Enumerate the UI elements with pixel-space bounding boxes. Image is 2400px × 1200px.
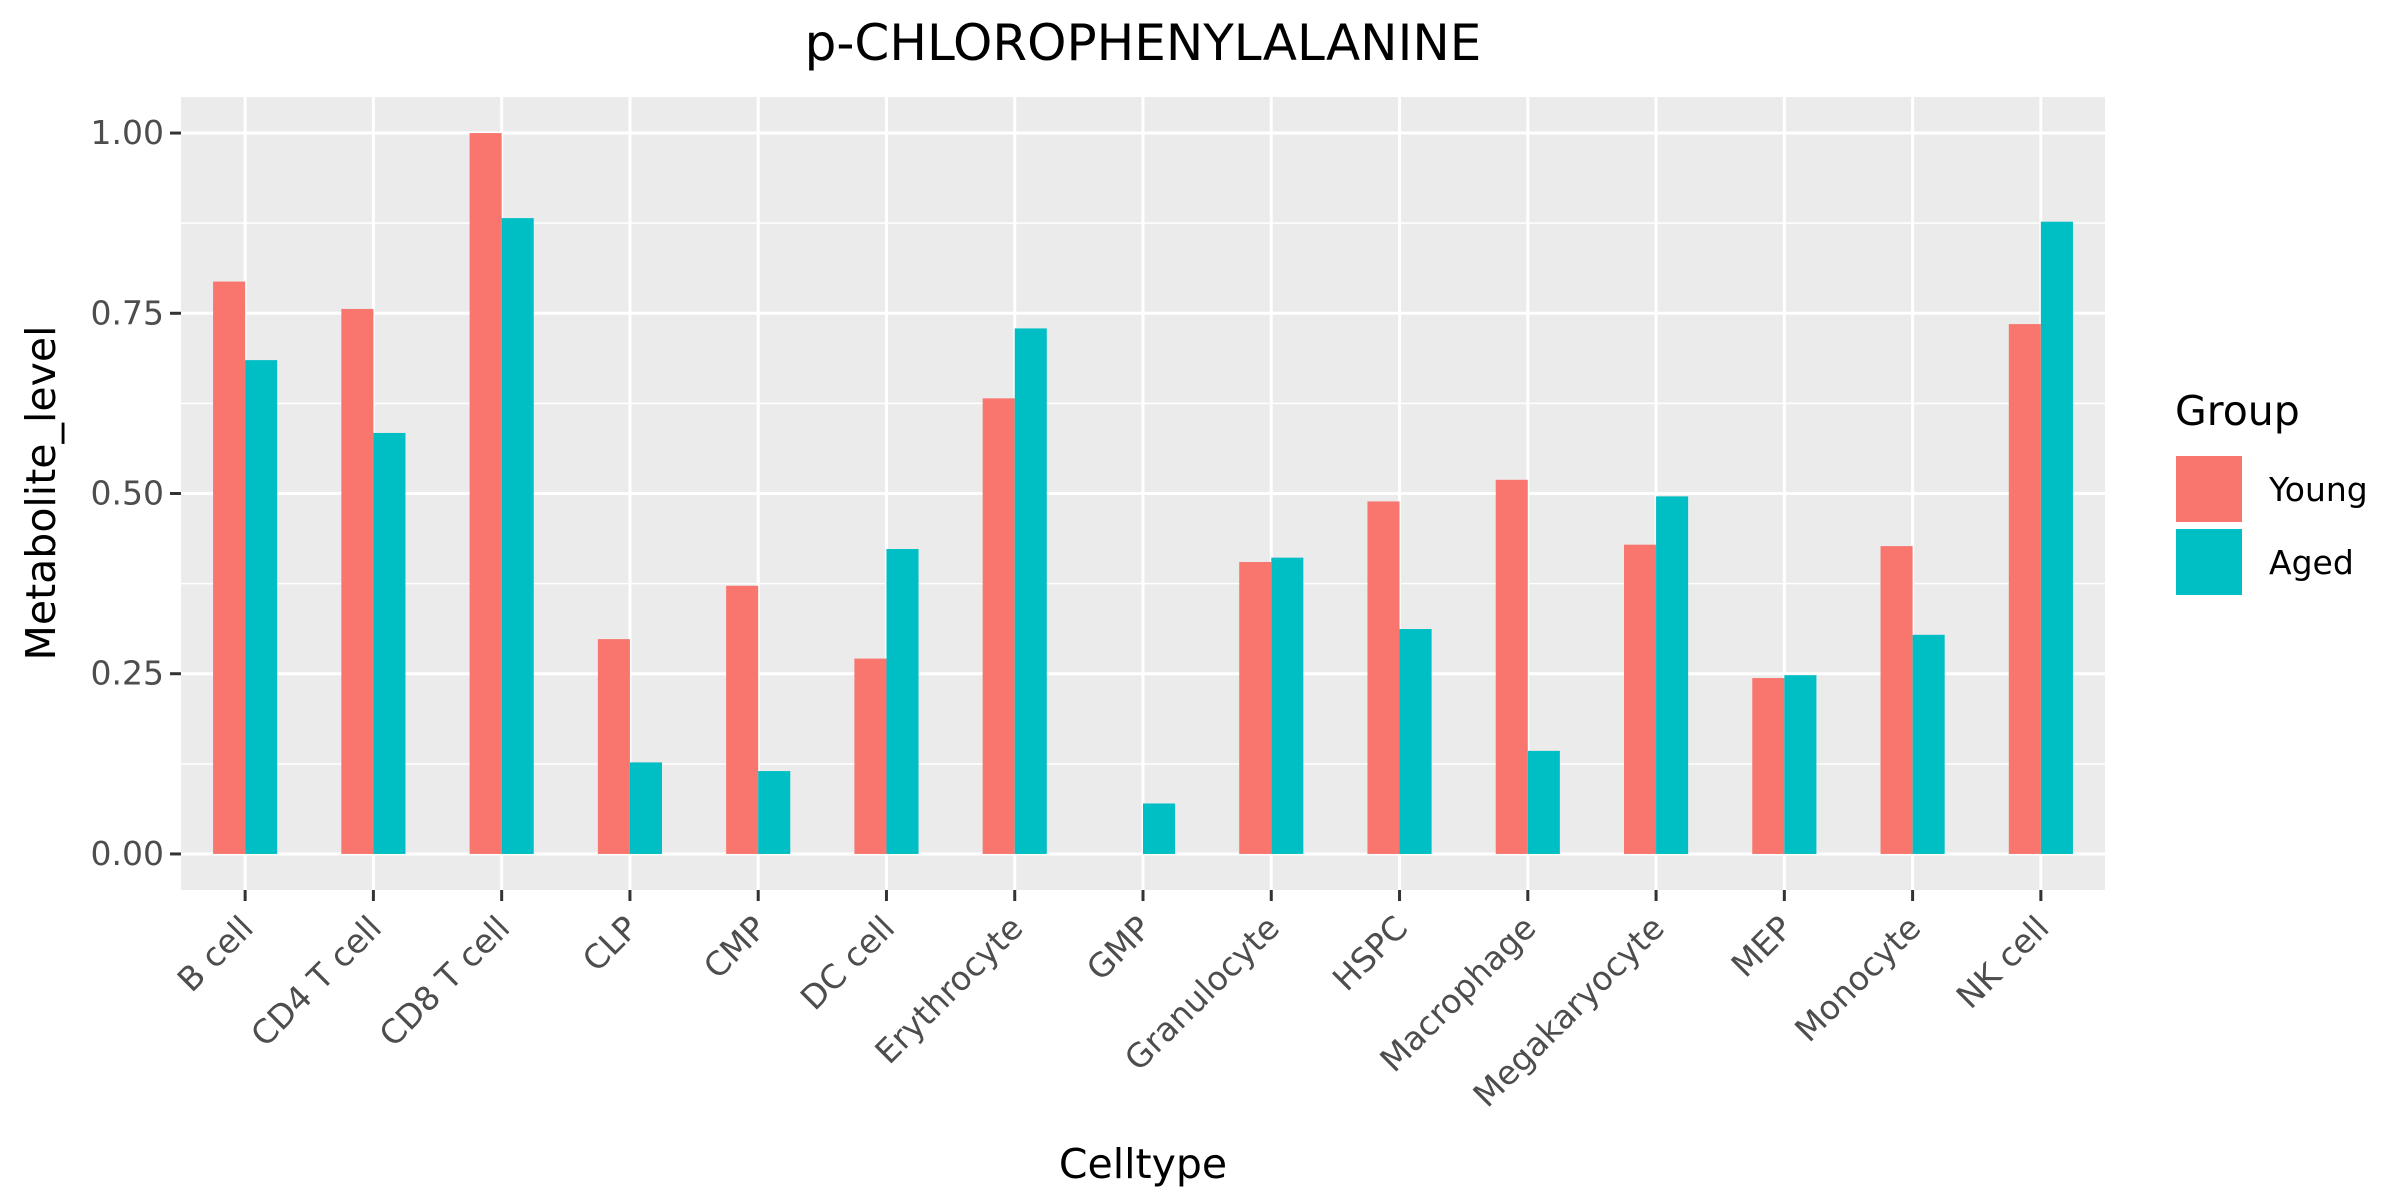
bar-young-macrophage [1495,479,1528,854]
bars [213,133,2073,854]
x-tick-label: CLP [575,908,646,979]
bar-aged-hspc [1399,629,1432,854]
x-tick-label: CMP [696,908,774,986]
x-tick-label: HSPC [1325,908,1415,998]
bar-aged-macrophage [1527,750,1560,854]
bar-aged-megakaryocyte [1656,496,1689,854]
x-tick-label: MEP [1723,908,1800,985]
y-tick-label: 0.75 [91,293,164,332]
bar-aged-nk-cell [2040,221,2073,854]
bar-young-cmp [726,585,759,854]
bar-young-mep [1752,678,1785,854]
chart-title: p-CHLOROPHENYLALANINE [805,14,1482,72]
x-tick-label: DC cell [793,908,902,1017]
bar-aged-erythrocyte [1014,328,1047,854]
y-tick-label: 0.25 [91,654,164,693]
legend-key-aged [2176,529,2242,595]
bar-aged-cd4-t-cell [373,432,406,854]
bar-aged-b-cell [245,360,278,854]
bar-young-erythrocyte [982,398,1015,854]
x-tick-label: CD8 T cell [371,908,517,1054]
x-tick-label: Monocyte [1787,908,1928,1049]
y-tick-label: 0.50 [91,474,164,513]
bar-aged-monocyte [1912,634,1945,854]
legend-key-young [2176,456,2242,522]
bar-young-clp [597,639,630,854]
bar-aged-dc-cell [886,549,919,854]
bar-young-dc-cell [854,658,887,854]
bar-young-b-cell [213,281,246,854]
bar-young-cd8-t-cell [469,133,502,854]
y-axis: 0.00 0.25 0.50 0.75 1.00 [91,113,181,873]
y-tick-label: 1.00 [91,113,164,152]
legend: Group Young Aged [2175,387,2368,595]
bar-aged-mep [1784,675,1817,854]
bar-young-nk-cell [2008,324,2041,854]
x-tick-label: CD4 T cell [243,908,389,1054]
x-tick-label: B cell [170,908,261,999]
bar-young-hspc [1367,501,1400,854]
bar-young-cd4-t-cell [341,308,374,854]
bar-aged-clp [629,762,662,854]
x-tick-label: NK cell [1949,908,2057,1016]
legend-title: Group [2175,387,2300,435]
y-tick-label: 0.00 [91,834,164,873]
x-tick-label: GMP [1079,908,1159,988]
bar-aged-cd8-t-cell [501,218,534,854]
bar-young-monocyte [1880,546,1913,854]
bar-young-granulocyte [1239,561,1272,854]
bar-young-megakaryocyte [1624,544,1657,854]
y-axis-title: Metabolite_level [17,326,65,661]
legend-label-young: Young [2268,470,2368,509]
legend-label-aged: Aged [2269,543,2354,582]
bar-aged-gmp [1143,803,1176,854]
bar-aged-granulocyte [1271,557,1304,854]
x-axis-title: Celltype [1059,1140,1227,1188]
bar-aged-cmp [758,771,791,854]
